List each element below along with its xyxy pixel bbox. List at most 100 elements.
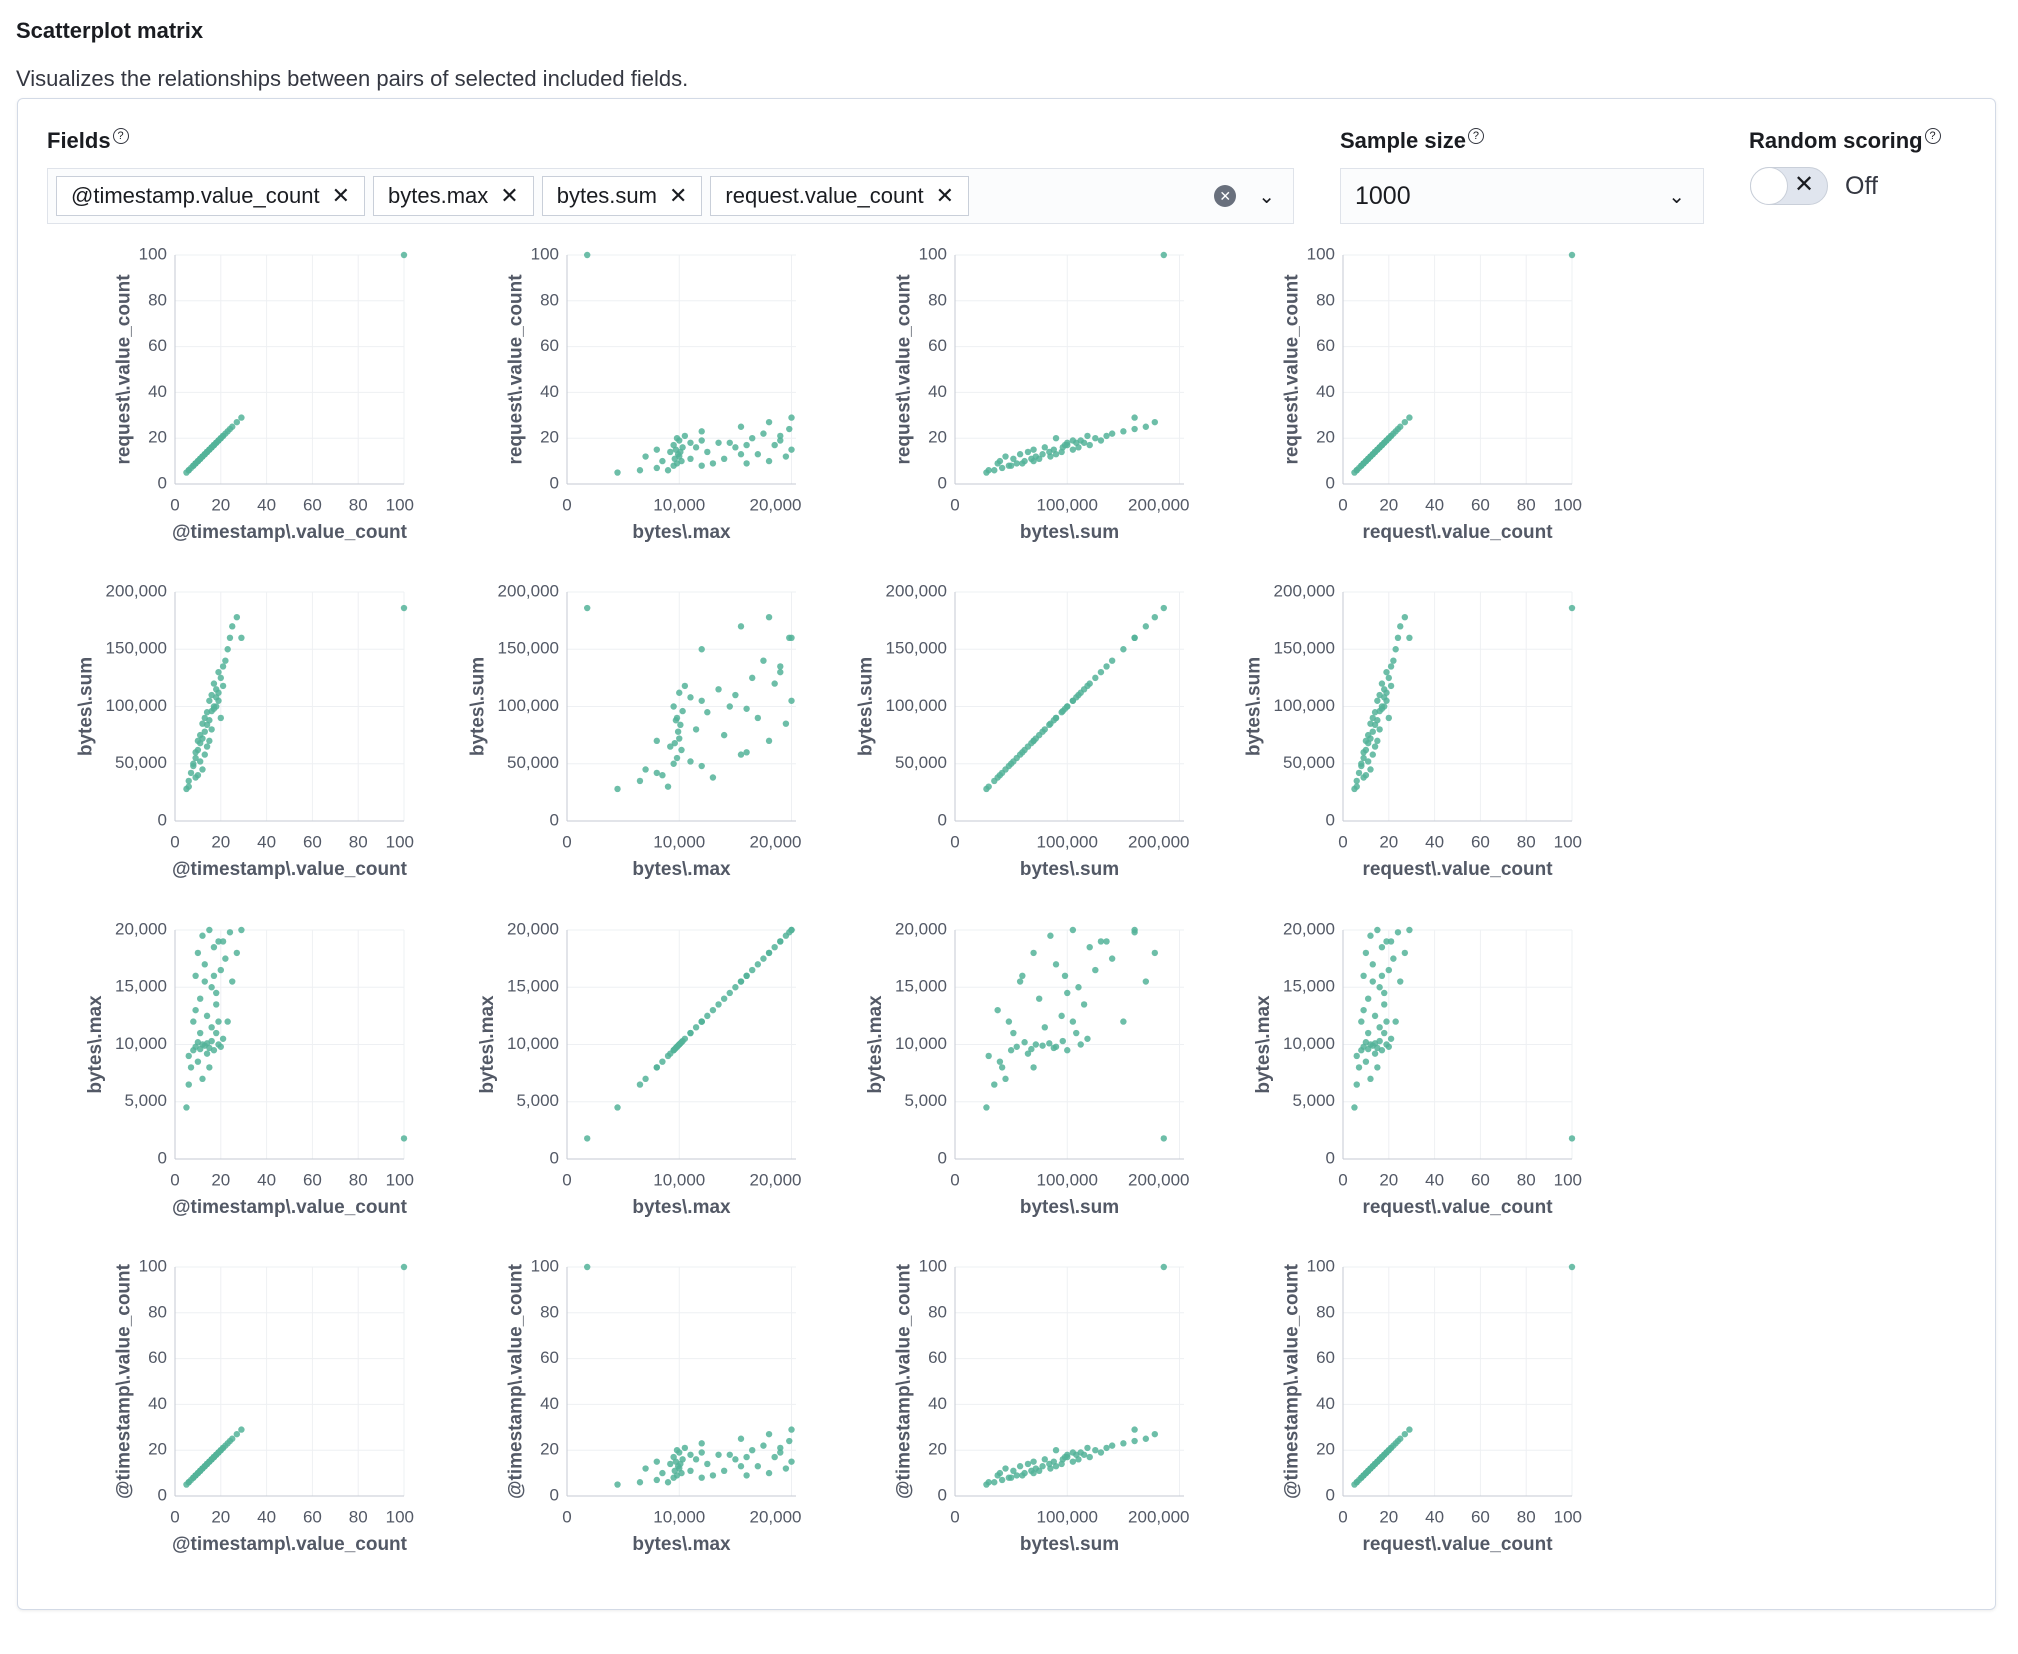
- point: [687, 758, 694, 765]
- point: [726, 439, 733, 446]
- point: [664, 1052, 672, 1060]
- point: [777, 437, 784, 444]
- point: [698, 462, 705, 469]
- point: [777, 668, 784, 676]
- point: [743, 1472, 750, 1479]
- point: [653, 446, 661, 453]
- x-axis-title: bytes\.max: [632, 859, 731, 880]
- point: [196, 995, 204, 1002]
- point: [1131, 1426, 1138, 1433]
- point: [994, 774, 1001, 781]
- x-axis-title: @timestamp\.value_count: [172, 522, 408, 543]
- point: [217, 966, 224, 974]
- point: [1358, 1018, 1365, 1025]
- y-tick-label: 5,000: [1292, 1091, 1335, 1110]
- y-tick-label: 100: [1307, 244, 1335, 263]
- point: [226, 634, 234, 641]
- y-axis-title: request\.value_count: [894, 274, 915, 465]
- point: [1568, 1135, 1576, 1142]
- y-axis-title: bytes\.sum: [856, 657, 877, 756]
- point: [1103, 663, 1110, 670]
- point: [1351, 1104, 1358, 1111]
- point: [206, 697, 213, 704]
- y-tick-label: 40: [1316, 1394, 1335, 1413]
- point: [698, 1449, 705, 1456]
- point: [1052, 961, 1060, 968]
- point: [208, 1024, 215, 1031]
- point: [771, 441, 778, 449]
- fields-combobox[interactable]: @timestamp.value_count ✕ bytes.max ✕ bytes…: [47, 168, 1294, 224]
- clear-button[interactable]: ✕: [1214, 185, 1237, 207]
- point: [1383, 668, 1390, 676]
- x-tick-label: 0: [950, 1170, 959, 1189]
- point: [677, 721, 684, 729]
- point: [737, 1435, 745, 1442]
- help-icon[interactable]: ?: [112, 128, 129, 144]
- point: [1397, 423, 1404, 430]
- point: [192, 754, 199, 762]
- point: [1383, 689, 1390, 696]
- help-icon[interactable]: ?: [1924, 128, 1941, 144]
- point: [217, 674, 224, 682]
- x-tick-label: 60: [303, 1170, 322, 1189]
- point: [687, 455, 694, 463]
- point: [777, 1449, 784, 1456]
- point: [213, 1029, 220, 1037]
- sample-size-select[interactable]: 1000 ⌄: [1340, 168, 1704, 224]
- point: [1360, 754, 1367, 762]
- point: [1092, 435, 1099, 442]
- point: [187, 1064, 195, 1071]
- x-tick-label: 200,000: [1128, 1170, 1189, 1189]
- point: [1080, 1001, 1088, 1008]
- point: [737, 451, 745, 458]
- point: [1385, 966, 1393, 974]
- point: [1385, 674, 1393, 682]
- y-tick-label: 0: [1326, 1485, 1335, 1504]
- dropdown-arrow[interactable]: ⌄: [1258, 185, 1275, 208]
- x-tick-label: 40: [257, 495, 276, 514]
- point: [1383, 697, 1390, 704]
- sample-size-value: 1000: [1355, 181, 1411, 210]
- point: [1406, 926, 1413, 934]
- point: [1406, 634, 1413, 641]
- point: [1151, 613, 1159, 621]
- chip-remove[interactable]: ✕: [500, 183, 519, 208]
- point: [642, 453, 649, 460]
- chip-text: request.value_count: [725, 183, 924, 208]
- point: [1041, 1024, 1049, 1031]
- point: [676, 735, 683, 742]
- x-tick-label: 80: [349, 495, 368, 514]
- y-tick-label: 80: [540, 290, 559, 309]
- y-tick-label: 100,000: [498, 696, 559, 715]
- chip-remove[interactable]: ✕: [331, 183, 351, 208]
- point: [788, 697, 795, 704]
- point: [203, 1012, 211, 1020]
- x-tick-label: 200,000: [1128, 832, 1189, 851]
- point: [1353, 777, 1360, 785]
- point: [1086, 943, 1093, 951]
- point: [670, 1453, 677, 1461]
- x-tick-label: 20: [1379, 832, 1398, 851]
- y-tick-label: 50,000: [507, 753, 559, 772]
- point: [400, 1135, 408, 1142]
- point: [1120, 428, 1127, 435]
- y-tick-label: 15,000: [895, 977, 947, 996]
- point: [1069, 1449, 1077, 1456]
- x-tick-label: 100,000: [1037, 495, 1098, 514]
- chip-remove[interactable]: ✕: [935, 183, 954, 208]
- point: [1052, 1447, 1060, 1454]
- y-tick-label: 0: [550, 1485, 559, 1504]
- point: [1002, 1075, 1009, 1083]
- point: [222, 657, 229, 664]
- point: [229, 978, 236, 985]
- point: [653, 1458, 661, 1465]
- x-tick-label: 60: [1471, 1170, 1490, 1189]
- chip-remove[interactable]: ✕: [668, 183, 688, 208]
- point: [788, 1426, 795, 1433]
- point: [1039, 1042, 1046, 1049]
- point: [1002, 453, 1009, 460]
- help-icon[interactable]: ?: [1467, 128, 1484, 144]
- point: [199, 735, 206, 742]
- point: [1069, 926, 1077, 934]
